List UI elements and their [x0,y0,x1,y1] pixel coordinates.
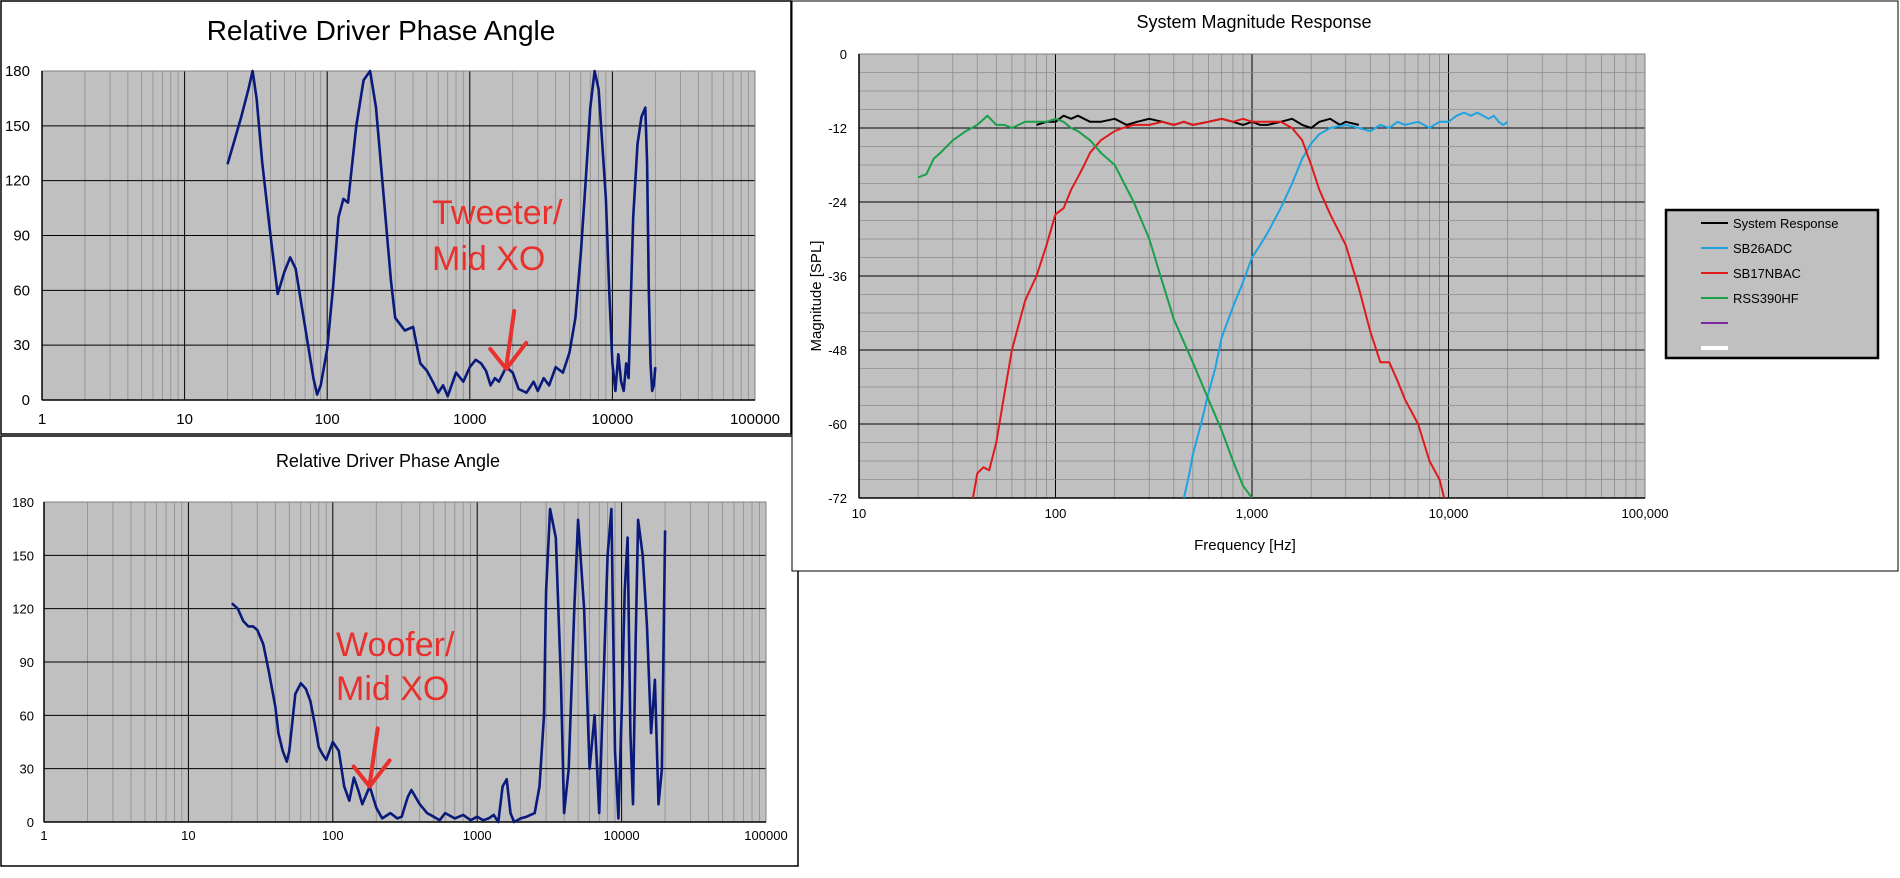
x-tick-label: 100 [322,828,344,843]
x-tick-label: 100000 [730,411,780,428]
chart1-phase-line [226,69,657,398]
x-tick-label: 10 [181,828,195,843]
x-tick-label: 1,000 [1236,506,1269,521]
y-tick-label: 30 [13,337,30,354]
x-tick-label: 1 [40,828,47,843]
legend-entry: SB26ADC [1733,241,1792,256]
y-tick-label: -60 [828,417,847,432]
chart1-annotation-arrow [488,308,529,371]
y-tick-label: -48 [828,343,847,358]
y-tick-label: 0 [22,392,30,409]
legend-entry: System Response [1733,216,1839,231]
chart3-ylabel: Magnitude [SPL] [808,241,825,352]
chart2-phase-line [231,507,667,824]
legend-entry: RSS390HF [1733,291,1799,306]
arrow-shaft [504,308,517,369]
y-tick-label: 120 [5,173,30,190]
legend-box [1664,208,1880,360]
y-tick-label: 60 [20,708,34,723]
y-tick-label: 60 [13,282,30,299]
x-tick-label: 10,000 [1429,506,1469,521]
x-tick-label: 1 [38,411,46,428]
chart2-annotation-arrow [351,726,392,789]
series-line-sb17nbac [971,117,1446,498]
series-line-rss390hf [917,114,1253,498]
chart3-xlabel: Frequency [Hz] [1194,537,1296,554]
y-tick-label: -24 [828,195,847,210]
x-tick-label: 1000 [453,411,486,428]
x-tick-label: 10 [176,411,193,428]
x-tick-label: 100 [315,411,340,428]
y-tick-label: -72 [828,491,847,506]
arrow-head-right [367,758,392,789]
y-tick-label: 120 [12,602,34,617]
x-tick-label: 10000 [604,828,640,843]
arrow-shaft [367,726,380,787]
y-tick-label: 0 [27,815,34,830]
chart2-annotation-line1: Woofer/ [336,626,455,664]
x-tick-label: 10 [852,506,866,521]
y-tick-label: -12 [828,121,847,136]
chart1-title: Relative Driver Phase Angle [207,15,556,46]
chart1-annotation-line2: Mid XO [432,240,545,278]
series-line-sb26adc [1182,111,1509,498]
x-tick-label: 100,000 [1622,506,1669,521]
x-tick-label: 10000 [592,411,634,428]
y-tick-label: 90 [13,228,30,245]
chart1-annotation-line1: Tweeter/ [432,194,563,232]
y-tick-label: 150 [12,548,34,563]
arrow-head-right [504,340,529,371]
chart3-title: System Magnitude Response [1136,12,1371,32]
x-tick-label: 100 [1045,506,1067,521]
y-tick-label: 0 [840,47,847,62]
x-tick-label: 1000 [463,828,492,843]
y-tick-label: -36 [828,269,847,284]
y-tick-label: 30 [20,762,34,777]
y-tick-label: 180 [5,63,30,80]
legend-entry: SB17NBAC [1733,266,1801,281]
y-tick-label: 150 [5,118,30,135]
chart2-annotation-line2: Mid XO [336,670,449,708]
arrow-head-left [351,764,372,789]
y-tick-label: 90 [20,655,34,670]
arrow-head-left [488,346,509,371]
chart2-title: Relative Driver Phase Angle [276,451,500,471]
y-tick-label: 180 [12,495,34,510]
x-tick-label: 100000 [744,828,787,843]
